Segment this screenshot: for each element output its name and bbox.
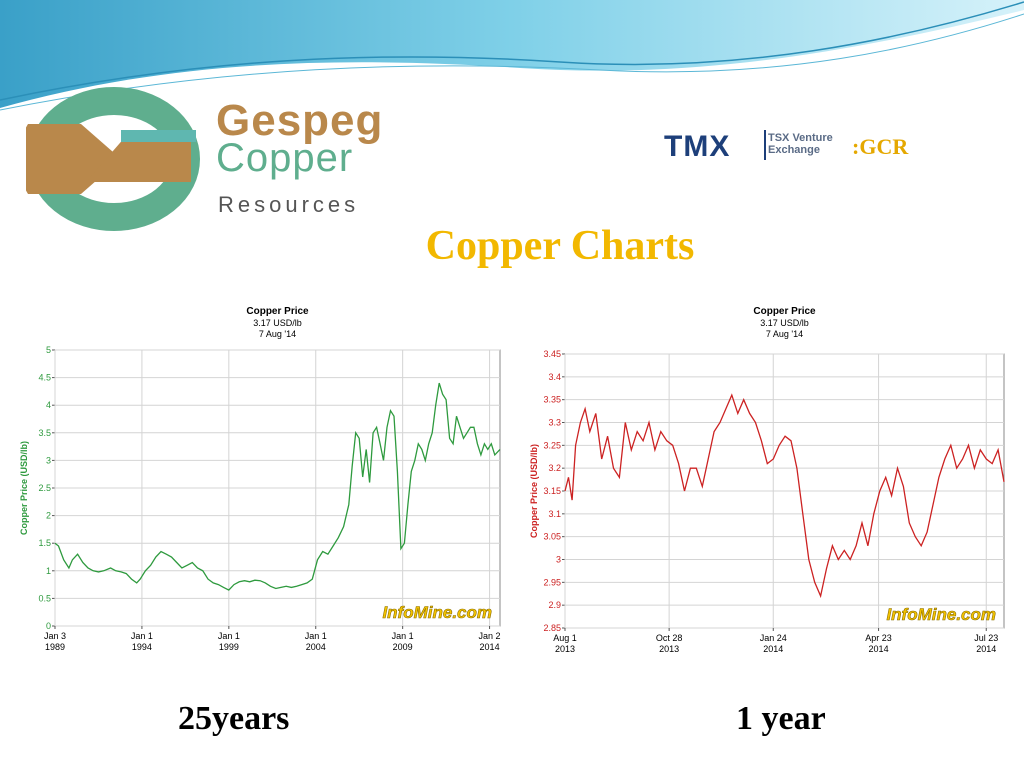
x-tick-label: Jan 1 [218, 631, 240, 641]
x-tick-label-year: 1999 [219, 642, 239, 652]
x-tick-label: Jul 23 [974, 633, 998, 643]
y-tick-label: 2 [46, 511, 51, 521]
ticker-symbol: :GCR [852, 134, 909, 159]
chart-subtitle-date: 7 Aug '14 [766, 329, 803, 339]
chart-title: Copper Price [246, 306, 309, 317]
x-tick-label-year: 2014 [869, 644, 889, 654]
x-tick-label: Jan 1 [392, 631, 414, 641]
y-tick-label: 1.5 [38, 538, 51, 548]
logo-wordmark-resources: Resources [218, 192, 360, 217]
price-series-line [54, 382, 501, 591]
x-tick-label-year: 2004 [306, 642, 326, 652]
y-tick-label: 3.45 [543, 349, 561, 359]
company-logo-ring-icon [26, 87, 200, 231]
y-tick-label: 3 [46, 455, 51, 465]
y-tick-label: 3 [556, 555, 561, 565]
y-tick-label: 3.5 [38, 428, 51, 438]
x-tick-label: Aug 1 [553, 633, 577, 643]
exchange-name: TSX Venture Exchange [768, 132, 833, 156]
y-tick-label: 3.05 [543, 532, 561, 542]
tmx-logo-text: TMX [664, 130, 731, 163]
x-tick-label: Jan 1 [305, 631, 327, 641]
y-axis-label: Copper Price (USD/lb) [19, 441, 29, 535]
y-tick-label: 2.95 [543, 577, 561, 587]
caption-25-years: 25years [178, 700, 290, 737]
chart-25-years: Copper Price 3.17 USD/lb 7 Aug '14 0 0.5 1 1.5… [0, 298, 512, 668]
y-tick-label: 2.9 [548, 600, 561, 610]
chart-subtitle-price: 3.17 USD/lb [760, 318, 809, 328]
x-tick-label-year: 2009 [393, 642, 413, 652]
x-tick-label-year: 2014 [976, 644, 996, 654]
x-tick-label: Oct 28 [656, 633, 683, 643]
infomine-watermark: InfoMine.com [382, 603, 492, 622]
x-tick-label: Jan 24 [760, 633, 787, 643]
x-tick-label: Jan 2 [479, 631, 501, 641]
price-series-line [564, 393, 1005, 599]
exchange-logo-divider [764, 130, 766, 160]
y-tick-label: 3.1 [548, 509, 561, 519]
y-tick-label: 3.15 [543, 486, 561, 496]
x-tick-label: Apr 23 [865, 633, 892, 643]
y-tick-label: 3.25 [543, 440, 561, 450]
logo-wordmark-copper: Copper [216, 136, 354, 180]
y-tick-label: 3.35 [543, 395, 561, 405]
x-tick-label-year: 1989 [45, 642, 65, 652]
x-tick-label-year: 2013 [555, 644, 575, 654]
x-tick-label-year: 2014 [480, 642, 500, 652]
y-tick-label: 0 [46, 621, 51, 631]
chart-title: Copper Price [753, 306, 816, 317]
exchange-name-line2: Exchange [768, 144, 820, 156]
chart-1-year: Copper Price 3.17 USD/lb 7 Aug '14 2.85 2.9 2… [512, 298, 1024, 668]
y-tick-label: 3.2 [548, 463, 561, 473]
x-tick-label-year: 1994 [132, 642, 152, 652]
y-tick-label: 2.85 [543, 623, 561, 633]
chart-subtitle-date: 7 Aug '14 [259, 329, 296, 339]
y-tick-label: 4.5 [38, 373, 51, 383]
y-axis-label: Copper Price (USD/lb) [529, 444, 539, 538]
logo-wordmark-gespeg: Gespeg [216, 96, 384, 145]
exchange-logo: TMX TSX Venture Exchange [664, 116, 844, 176]
page-title: Copper Charts [425, 223, 695, 269]
x-tick-label: Jan 3 [44, 631, 66, 641]
x-tick-label-year: 2014 [763, 644, 783, 654]
caption-1-year: 1 year [736, 700, 826, 737]
x-tick-label-year: 2013 [659, 644, 679, 654]
y-tick-label: 3.3 [548, 418, 561, 428]
x-tick-label: Jan 1 [131, 631, 153, 641]
y-tick-label: 5 [46, 345, 51, 355]
y-tick-label: 4 [46, 400, 51, 410]
header-wave-decoration [0, 0, 1024, 111]
chart-subtitle-price: 3.17 USD/lb [253, 318, 302, 328]
exchange-name-line1: TSX Venture [768, 132, 833, 144]
y-tick-label: 2.5 [38, 483, 51, 493]
y-tick-label: 3.4 [548, 372, 561, 382]
y-tick-label: 1 [46, 566, 51, 576]
y-tick-label: 0.5 [38, 593, 51, 603]
infomine-watermark: InfoMine.com [886, 605, 996, 624]
